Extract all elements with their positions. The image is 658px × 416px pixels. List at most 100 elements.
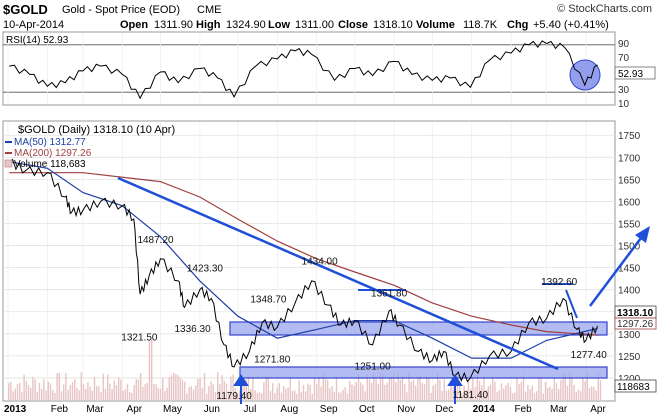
volume-bar [197,378,199,400]
volume-bar [542,393,544,400]
legend-ma200: MA(200) 1297.26 [14,148,92,159]
volume-bar [489,384,492,400]
volume-bar [498,390,500,400]
volume-bar [107,374,109,400]
volume-bar [432,385,434,400]
volume-bar [410,381,412,400]
price-annotation: 1251.00 [355,361,392,372]
volume-bar [322,373,324,400]
volume-bar [448,389,450,400]
price-tick-label: 1450 [618,264,641,275]
volume-bar [569,373,571,400]
volume-bar [27,384,30,400]
volume-bar [283,386,285,400]
volume-bar [357,374,360,400]
rsi-tick-label: 70 [618,53,630,64]
volume-bar [294,390,296,400]
volume-bar [245,379,247,400]
volume-bar [34,379,36,400]
volume-bar [346,393,349,400]
volume-bar [531,385,533,400]
volume-bar [511,393,514,400]
volume-bar [514,392,516,400]
volume-bar [85,388,87,400]
breakout-arrow-head [635,226,650,243]
legend-ma50: MA(50) 1312.77 [14,137,86,148]
volume-bar [377,383,379,400]
volume-bar [71,381,74,400]
volume-bar [170,375,173,400]
volume-bar [558,388,560,400]
volume-bar [12,391,14,400]
price-tick-label: 1400 [618,286,641,297]
volume-bar [133,384,135,400]
rsi-tick-label: 90 [618,39,630,50]
volume-bar [122,391,124,400]
price-tick-labels: 1750170016501600155015001450140013501300… [618,131,641,385]
support-arrow-jun [233,374,249,404]
volume-bar [236,393,239,400]
volume-bar [456,372,459,400]
volume-bar [417,377,419,400]
price-tick-label: 1750 [618,131,641,142]
volume-bar [577,389,580,400]
rsi-panel: 9070503010 52.93 RSI(14) 52.93 [2,31,656,110]
price-annotation: 1434.00 [302,257,339,268]
volume-bar [520,381,522,400]
volume-bar [575,392,577,400]
volume-bar [269,390,272,400]
volume-bar [573,384,575,400]
chart-symbol: $GOLD [3,2,48,17]
volume-bar [146,383,148,400]
volume-bar [296,393,298,400]
x-tick-label: Mar [86,404,104,415]
rsi-highlight-circle [569,59,601,91]
volume-bar [595,390,597,400]
open-label: Open [120,19,148,31]
volume-bar [527,385,529,400]
close-label: Close [338,19,368,31]
x-tick-label: Apr [127,404,143,415]
volume-bar [175,373,177,400]
support-band-lower [239,366,608,379]
volume-bar [212,384,214,400]
volume-bar [159,388,162,400]
x-tick-label: Apr [590,404,606,415]
price-annotation: 1361.80 [371,289,408,300]
volume-bar [316,384,318,400]
volume-bar [472,377,474,400]
volume-bar [483,375,485,400]
volume-bar [584,381,586,400]
price-tick-label: 1500 [618,242,641,253]
volume-bar [256,393,258,400]
volume-bar [258,392,261,400]
volume-bar [443,379,445,400]
volume-bar [331,386,333,400]
volume-bar [243,378,245,400]
volume-bar [382,374,384,400]
volume-bar [329,388,331,400]
volume-bar [540,375,542,400]
volume-bar [439,379,441,400]
x-tick-label: Dec [435,404,453,415]
x-tick-label: Mar [550,404,568,415]
rsi-tick-label: 30 [618,85,630,96]
volume-bar [426,374,428,400]
volume-bar [58,372,60,400]
volume-bar [463,385,465,400]
pullback-line [565,289,578,319]
volume-bar [221,374,223,400]
volume-bar [375,379,377,400]
ma50-line [9,161,598,359]
volume-bar [8,383,10,400]
volume-bar [481,385,483,400]
volume-bar [247,374,250,400]
rsi-line [9,40,598,100]
volume-bar [390,376,393,400]
rsi-panel-frame [2,31,616,106]
price-annotation: 1181.40 [453,390,489,401]
volume-bar [320,386,322,400]
x-tick-label: Jun [204,404,220,415]
volume-bar [373,374,375,400]
volume-bar [168,377,170,400]
